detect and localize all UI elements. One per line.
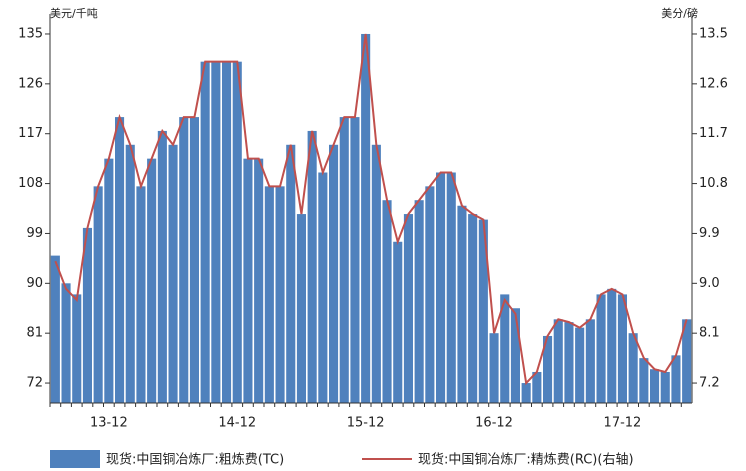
y-tick-label: 126: [18, 76, 43, 91]
bar: [157, 130, 167, 403]
bar: [617, 294, 627, 403]
bar: [50, 255, 60, 403]
legend-label: 现货:中国铜冶炼厂:精炼费(RC)(右轴): [418, 452, 634, 468]
bar: [660, 371, 670, 403]
legend-swatch: [50, 450, 100, 468]
bar: [125, 144, 135, 403]
y-tick-label: 90: [26, 276, 43, 291]
x-tick-label: 15-12: [347, 416, 385, 431]
bar: [393, 241, 403, 403]
bar: [575, 327, 585, 403]
y2-tick-label: 13.5: [699, 26, 728, 41]
bar: [93, 186, 103, 403]
legend-label: 现货:中国铜冶炼厂:粗炼费(TC): [106, 452, 284, 468]
bar: [189, 117, 199, 404]
bar: [382, 200, 392, 403]
bar: [468, 214, 478, 403]
bar: [403, 214, 413, 403]
y2-tick-label: 9.0: [699, 276, 720, 291]
bar: [222, 61, 232, 403]
bar: [329, 144, 339, 403]
bar: [650, 369, 660, 403]
y-unit: 美元/千吨: [50, 7, 98, 20]
bar: [104, 158, 114, 403]
line: [54, 33, 688, 386]
bar: [585, 319, 595, 403]
bar: [414, 200, 424, 403]
y-tick-label: 81: [26, 326, 43, 341]
bar: [243, 158, 253, 403]
y-tick-label: 72: [26, 376, 43, 391]
y-tick-label: 99: [26, 226, 43, 241]
bar: [296, 214, 306, 403]
bar: [564, 322, 574, 403]
bar: [489, 333, 499, 403]
bar: [457, 205, 467, 403]
y2-tick-label: 10.8: [699, 176, 728, 191]
bar: [350, 117, 360, 404]
bar: [232, 61, 242, 403]
bar: [500, 294, 510, 403]
bar: [61, 283, 71, 403]
bar: [425, 186, 435, 403]
bar: [179, 117, 189, 404]
y-tick-label: 135: [18, 26, 43, 41]
bar: [264, 186, 274, 403]
bar: [543, 335, 553, 403]
bar: [628, 333, 638, 403]
bar: [339, 117, 349, 404]
x-tick-label: 14-12: [218, 416, 256, 431]
y2-tick-label: 12.6: [699, 76, 728, 91]
bar: [478, 219, 488, 403]
y2-tick-label: 9.9: [699, 226, 720, 241]
bar: [275, 186, 285, 403]
y2-unit: 美分/磅: [661, 6, 698, 20]
bar: [82, 227, 92, 403]
bar: [553, 319, 563, 403]
bar: [596, 294, 606, 403]
bar: [136, 186, 146, 403]
x-tick-label: 13-12: [90, 416, 128, 431]
y2-tick-label: 8.1: [699, 326, 720, 341]
y2-tick-label: 11.7: [699, 126, 728, 141]
bar: [521, 383, 531, 403]
bar: [254, 158, 264, 403]
bar: [371, 144, 381, 403]
y2-tick-label: 7.2: [699, 376, 720, 391]
bar: [168, 144, 178, 403]
bar: [72, 294, 82, 403]
bar: [318, 172, 328, 403]
bar: [671, 355, 681, 403]
x-tick-label: 16-12: [475, 416, 513, 431]
bar: [200, 61, 210, 403]
bar: [361, 33, 371, 403]
y-tick-label: 117: [18, 126, 43, 141]
bar: [147, 158, 157, 403]
bar: [286, 144, 296, 403]
bar: [446, 172, 456, 403]
bar: [211, 61, 221, 403]
bar: [436, 172, 446, 403]
bar: [307, 130, 317, 403]
y-tick-label: 108: [18, 176, 43, 191]
bar: [510, 308, 520, 403]
bar: [115, 117, 125, 404]
x-tick-label: 17-12: [604, 416, 642, 431]
bar: [607, 288, 617, 403]
bar: [682, 319, 692, 403]
bar: [639, 358, 649, 403]
bar: [532, 371, 542, 403]
